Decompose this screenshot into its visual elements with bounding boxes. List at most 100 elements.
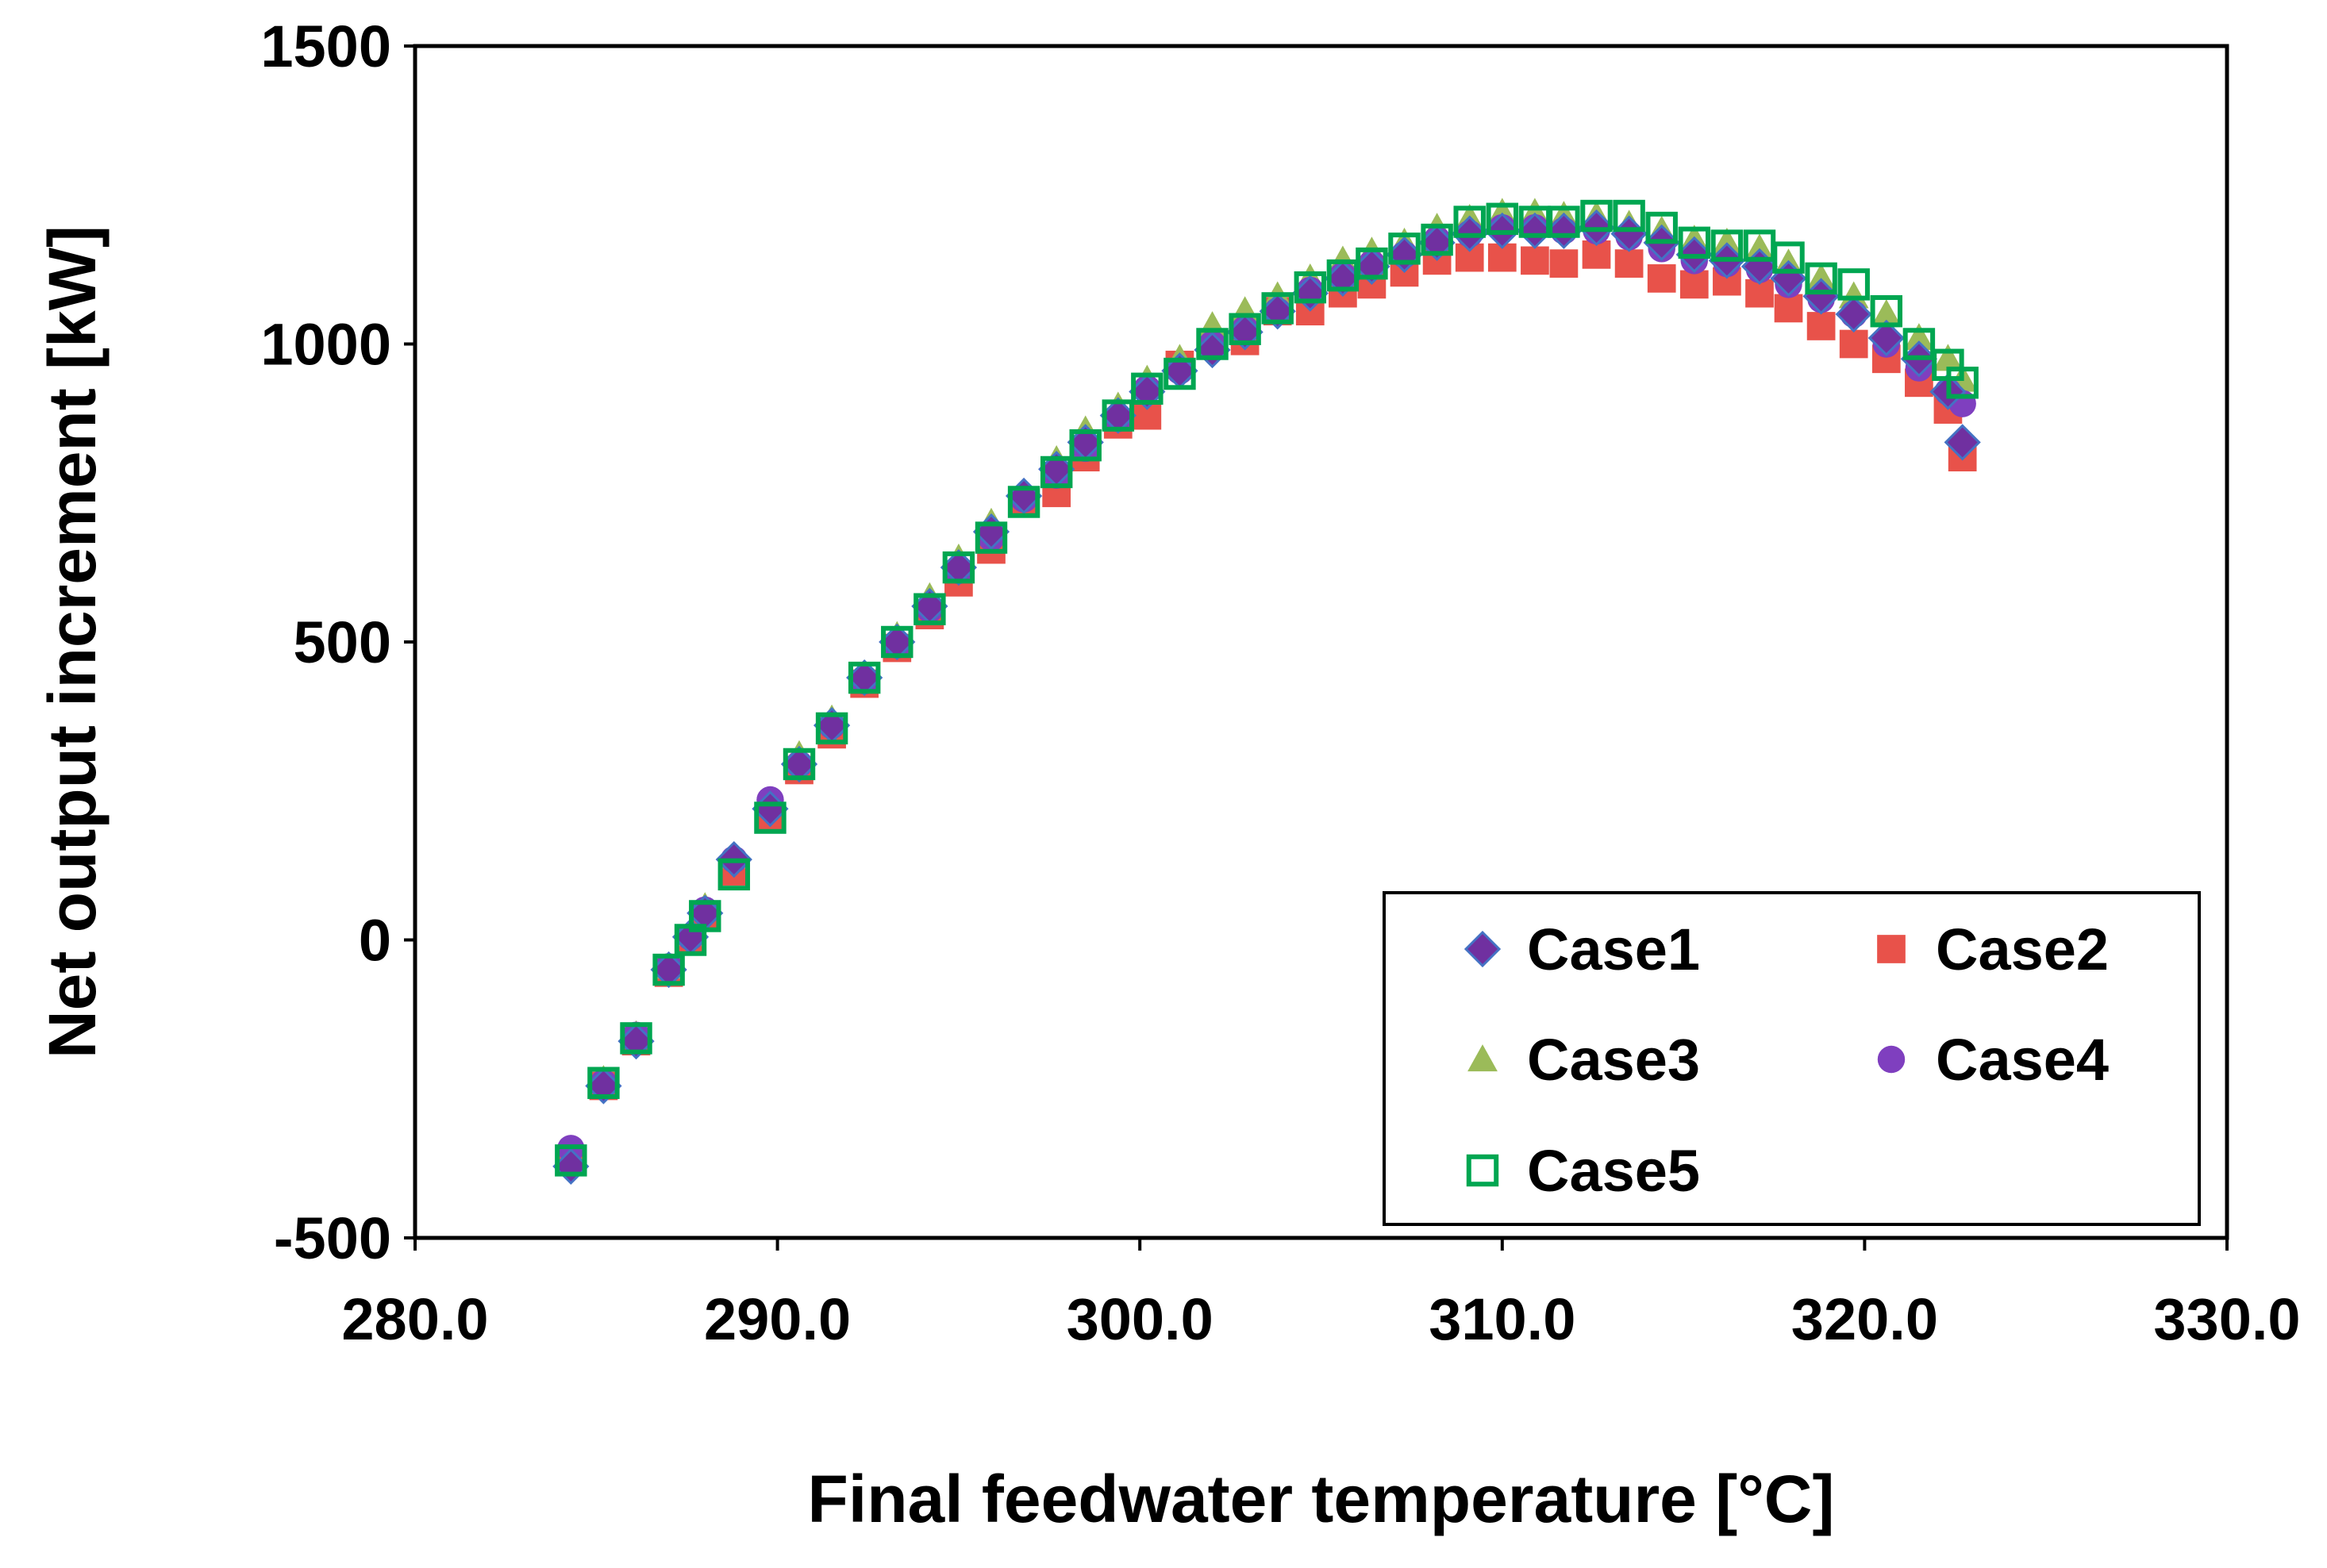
x-axis-title: Final feedwater temperature [°C] <box>808 1462 1835 1536</box>
y-tick-label: 500 <box>294 609 391 675</box>
data-point <box>1548 206 1580 238</box>
data-point <box>1903 323 1934 351</box>
data-point <box>1837 268 1870 301</box>
data-point <box>1356 247 1388 280</box>
data-point <box>689 900 721 932</box>
data-point <box>1069 429 1102 462</box>
data-point <box>717 858 751 891</box>
data-point <box>1261 292 1294 325</box>
data-point <box>815 712 848 745</box>
data-point <box>1129 373 1166 410</box>
data-point <box>1710 229 1744 262</box>
data-point <box>1388 233 1421 265</box>
data-point <box>1131 372 1164 405</box>
data-point <box>1647 264 1676 293</box>
data-point <box>848 661 881 694</box>
x-tick-label: 290.0 <box>704 1286 851 1352</box>
legend-label: Case1 <box>1527 917 1700 982</box>
data-point <box>1545 212 1583 249</box>
data-point <box>1933 344 1964 371</box>
data-point <box>1867 319 1905 357</box>
data-point <box>942 551 975 584</box>
data-point <box>1838 281 1869 309</box>
data-point <box>1902 328 1936 360</box>
data-point <box>1229 313 1261 345</box>
legend-marker <box>1466 1154 1499 1187</box>
data-point <box>587 1066 620 1099</box>
data-point <box>1835 295 1872 333</box>
data-point <box>1744 233 1775 261</box>
data-point <box>1164 357 1196 390</box>
data-point <box>1839 329 1868 359</box>
data-point <box>1040 455 1073 489</box>
data-point <box>1294 271 1327 304</box>
data-point <box>1805 262 1837 295</box>
axes: -500 0 500 1000 1500 280.0 290.0 300.0 310.0 320.… <box>260 13 2300 1352</box>
data-point <box>1486 202 1519 236</box>
data-point <box>940 549 978 586</box>
data-point <box>1679 270 1709 299</box>
y-axis-title: Net output increment [kW] <box>35 225 110 1059</box>
legend-item-case4: Case4 <box>1877 1027 2109 1093</box>
data-point <box>1871 299 1902 327</box>
legend-label: Case5 <box>1527 1138 1700 1204</box>
data-point <box>1774 294 1803 323</box>
data-point <box>650 951 687 989</box>
legend-item-case2: Case2 <box>1877 917 2109 982</box>
data-point <box>1946 367 1979 399</box>
data-point <box>1944 424 1981 461</box>
y-tick-label: 1000 <box>260 312 391 378</box>
data-point <box>1678 226 1711 259</box>
data-point <box>1806 263 1837 291</box>
series-case5 <box>555 199 1979 1177</box>
data-point <box>620 1022 652 1055</box>
data-point <box>1521 246 1549 275</box>
y-tick-label: -500 <box>274 1205 391 1271</box>
data-point <box>1421 223 1453 256</box>
data-point <box>1711 227 1742 255</box>
data-point <box>1580 199 1613 233</box>
data-point <box>1196 328 1229 360</box>
data-point <box>1613 199 1645 233</box>
data-point <box>1772 241 1805 274</box>
legend-item-case3: Case3 <box>1467 1027 1700 1093</box>
data-point <box>1453 206 1486 238</box>
data-point <box>879 623 916 661</box>
legend-item-case1: Case1 <box>1464 917 1700 982</box>
x-tick-label: 320.0 <box>1791 1286 1938 1352</box>
data-points <box>552 198 1981 1186</box>
data-point <box>1614 249 1644 278</box>
legend-label: Case2 <box>1936 917 2109 982</box>
data-point <box>555 1144 587 1177</box>
data-point <box>780 745 818 783</box>
data-point <box>1806 312 1836 340</box>
data-point <box>783 747 816 781</box>
data-point <box>1007 486 1040 518</box>
y-tick-label: 1500 <box>260 13 391 79</box>
data-point <box>1102 399 1135 432</box>
data-point <box>652 953 685 986</box>
legend-marker <box>1464 930 1502 968</box>
data-point <box>975 521 1008 554</box>
x-tick-label: 330.0 <box>2153 1286 2300 1352</box>
data-point <box>846 659 883 697</box>
data-point <box>881 625 913 659</box>
y-tick-label: 0 <box>359 908 391 974</box>
data-point <box>1870 294 1903 328</box>
legend-label: Case3 <box>1527 1027 1700 1093</box>
legend-box <box>1383 891 2201 1226</box>
legend-marker <box>1877 935 1906 963</box>
x-tick-label: 300.0 <box>1067 1286 1214 1352</box>
legend-label: Case4 <box>1936 1027 2109 1093</box>
legend-marker <box>1467 1044 1498 1072</box>
data-point <box>754 801 787 834</box>
legend-marker <box>1877 1045 1906 1074</box>
data-point <box>1099 397 1137 434</box>
x-tick-label: 310.0 <box>1429 1286 1575 1352</box>
x-tick-label: 280.0 <box>341 1286 488 1352</box>
data-point <box>1516 212 1554 249</box>
data-point <box>1549 249 1579 278</box>
legend-item-case5: Case5 <box>1466 1138 1700 1204</box>
